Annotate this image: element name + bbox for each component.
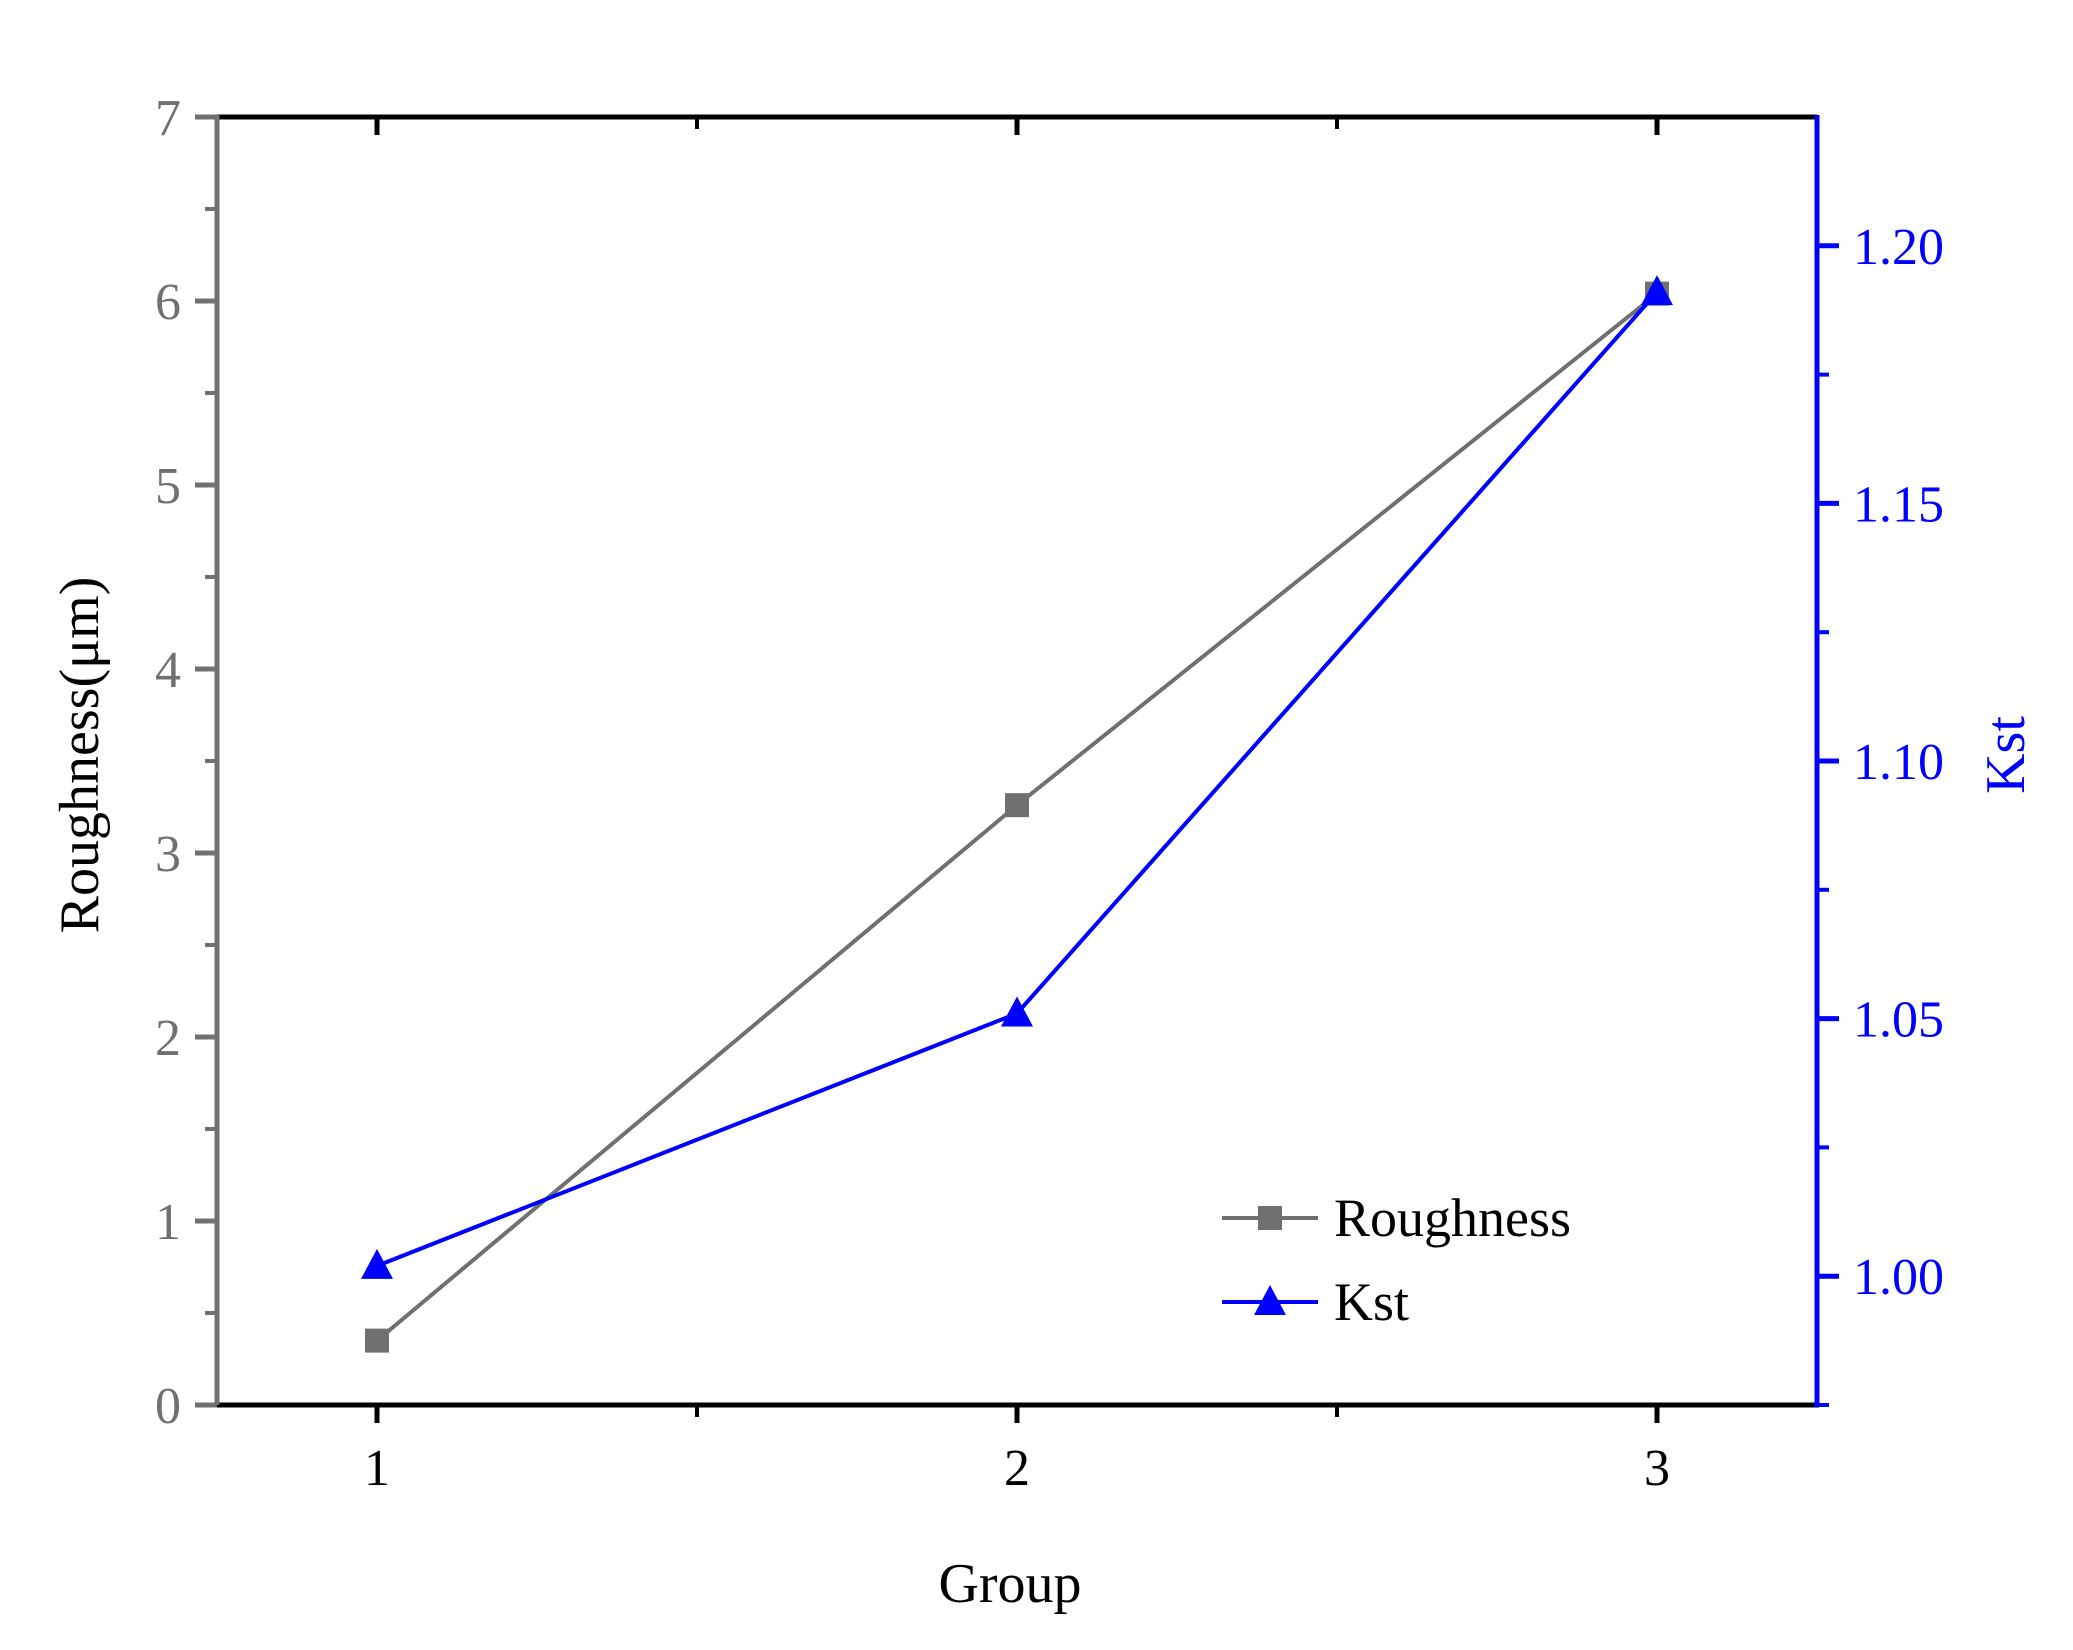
legend-marker [1258,1206,1282,1230]
data-point [1641,275,1673,306]
left-tick-label: 2 [155,1010,181,1067]
plot-frame [197,114,1819,1408]
left-tick-label: 6 [155,274,181,331]
left-tick-label: 0 [155,1378,181,1435]
right-tick-label: 1.00 [1853,1249,1944,1306]
legend-label: Kst [1334,1272,1409,1332]
right-tick-label: 1.10 [1853,734,1944,791]
data-point [1001,996,1033,1027]
legend-item: Kst [1222,1272,1409,1332]
series-kst [361,275,1673,1279]
data-point [1005,793,1029,818]
legend: Roughness Kst [1222,1188,1571,1332]
left-tick-label: 4 [155,642,181,699]
series-layer [361,275,1673,1353]
right-tick-label: 1.15 [1853,476,1944,533]
series-line [376,290,1659,1268]
x-axis-label: Group [938,1553,1081,1615]
x-tick-label: 3 [1644,1440,1670,1497]
left-y-axis-label: Roughness(μm) [49,577,111,934]
left-y-axis: 0 1 2 3 4 5 6 7 [155,90,220,1435]
right-tick-label: 1.05 [1853,992,1944,1049]
legend-marker [1254,1285,1286,1315]
x-tick-label: 2 [1004,1440,1030,1497]
left-tick-label: 7 [155,90,181,147]
left-tick-label: 5 [155,458,181,515]
data-point [361,1248,393,1279]
data-point [365,1328,389,1353]
left-tick-label: 1 [155,1194,181,1251]
legend-label: Roughness [1334,1188,1571,1248]
right-tick-label: 1.20 [1853,219,1944,276]
x-tick-label: 1 [364,1440,390,1497]
x-axis: 1 2 3 [364,117,1670,1497]
left-tick-label: 3 [155,826,181,883]
right-y-axis: 1.00 1.05 1.10 1.15 1.20 [1814,115,1944,1407]
right-y-axis-label: Kst [1975,716,2037,794]
legend-item: Roughness [1222,1188,1571,1248]
